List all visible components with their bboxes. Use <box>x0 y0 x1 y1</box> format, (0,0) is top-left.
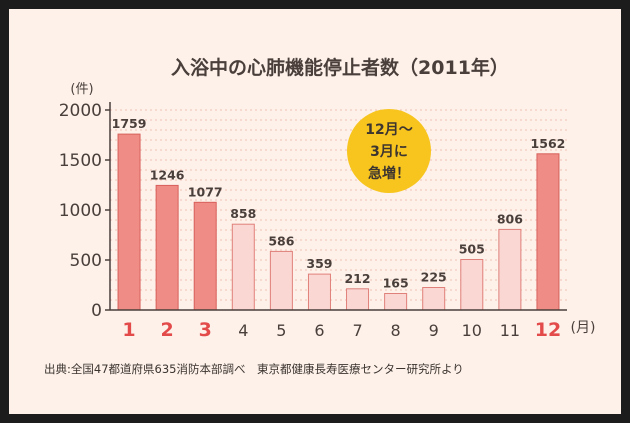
data-label-month-5: 586 <box>268 233 294 248</box>
y-tick-label: 1500 <box>59 151 102 171</box>
x-tick-label-month-6: 6 <box>314 321 324 340</box>
bar-month-3 <box>193 201 217 311</box>
bar-month-1 <box>117 133 141 311</box>
x-tick-label-month-5: 5 <box>276 321 286 340</box>
data-label-month-8: 165 <box>383 276 409 291</box>
bar-month-8 <box>384 293 408 311</box>
callout-badge-line-1: 12月～ <box>365 122 412 138</box>
data-label-month-6: 359 <box>306 256 332 271</box>
axes: 0 500 1000 1500 2000 <box>59 101 567 321</box>
data-label-month-12: 1562 <box>531 136 566 151</box>
callout-badge-line-2: 3月に <box>370 144 408 160</box>
x-tick-label-month-4: 4 <box>238 321 248 340</box>
x-tick-label-month-8: 8 <box>391 321 401 340</box>
x-tick-label-month-1: 1 <box>122 319 135 341</box>
x-tick-label-month-7: 7 <box>352 321 362 340</box>
x-tick-label-month-10: 10 <box>462 321 482 340</box>
y-tick-label: 500 <box>70 251 102 271</box>
bar-month-12 <box>536 153 560 311</box>
x-axis-unit-label: (月) <box>571 320 596 336</box>
y-tick-label: 0 <box>91 301 102 321</box>
bar-month-6 <box>307 273 331 311</box>
data-label-month-7: 212 <box>344 271 370 286</box>
x-tick-label-month-11: 11 <box>500 321 520 340</box>
y-axis-unit-label: (件) <box>70 82 93 97</box>
bar-month-4 <box>231 223 255 311</box>
bar-month-10 <box>460 259 484 311</box>
x-tick-label-month-9: 9 <box>429 321 439 340</box>
y-tick-label: 2000 <box>59 101 102 121</box>
grid-lines <box>110 109 567 301</box>
data-label-month-3: 1077 <box>188 184 223 199</box>
bar-month-11 <box>498 228 522 311</box>
callout-badge-circle <box>347 109 431 193</box>
bar-month-5 <box>269 250 293 311</box>
callout-badge-line-3: 急増！ <box>368 165 410 182</box>
bar-month-9 <box>422 287 446 311</box>
bar-month-7 <box>346 288 370 311</box>
data-labels: 1759 1 1246 2 1077 3 858 4 586 5 359 6 212 7 165 8 225 9 5… <box>112 116 566 341</box>
callout-badge: 12月～ 3月に 急増！ <box>347 109 431 193</box>
data-label-month-9: 225 <box>421 270 447 285</box>
data-label-month-10: 505 <box>459 242 485 257</box>
bar-month-2 <box>155 184 179 311</box>
x-tick-label-month-12: 12 <box>535 319 561 341</box>
source-note: 出典:全国47都道府県635消防本部調べ 東京都健康長寿医療センター研究所より <box>44 362 464 376</box>
x-tick-label-month-3: 3 <box>199 319 212 341</box>
data-label-month-11: 806 <box>497 211 523 226</box>
bars <box>117 133 560 311</box>
chart-title: 入浴中の心肺機能停止者数（2011年） <box>171 56 509 79</box>
x-tick-label-month-2: 2 <box>161 319 174 341</box>
data-label-month-4: 858 <box>230 206 256 221</box>
data-label-month-1: 1759 <box>112 116 147 131</box>
data-label-month-2: 1246 <box>150 167 185 182</box>
y-tick-label: 1000 <box>59 201 102 221</box>
